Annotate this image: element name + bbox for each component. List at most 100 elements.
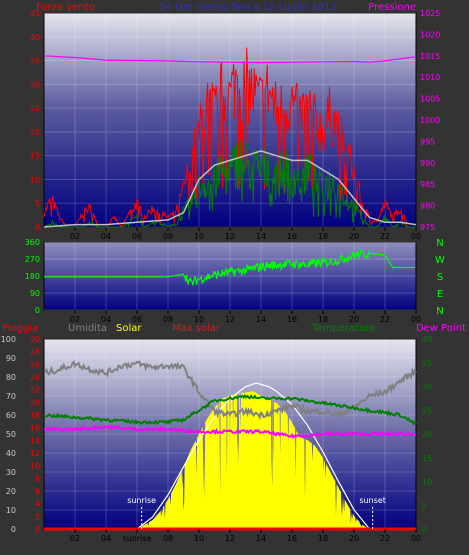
rain-y-tick-label: 10 [30, 462, 40, 471]
rain-y-tick-label: 14 [30, 436, 40, 445]
rain-y-tick-label: 0 [35, 525, 40, 534]
rain-y-tick-label: 22 [30, 386, 40, 395]
wind-chart-title: 24 Ore meteo fino a 12 Luglio 2013 [159, 2, 337, 13]
rain-y-tick-label: 18 [30, 411, 40, 420]
temperature-y-tick-label: 5 [422, 501, 427, 510]
pressure-line [43, 55, 417, 64]
pressure-y-tick-label: 1005 [420, 95, 440, 104]
sunset-label: sunset [359, 496, 386, 505]
solar-x-tick-label: 14 [256, 534, 266, 543]
wind-x-tick-label: 10 [194, 232, 204, 241]
compass-label: S [437, 272, 443, 283]
wind-y-tick-label: 10 [30, 175, 40, 184]
direction-y-tick-label: 180 [25, 272, 40, 281]
direction-x-tick-label: 06 [132, 315, 142, 324]
pressure-y-tick-label: 995 [420, 137, 435, 146]
temperature-y-tick-label: 10 [422, 478, 432, 487]
direction-y-tick-label: 0 [35, 306, 40, 315]
compass-label: W [435, 255, 445, 266]
wind-x-tick-label: 08 [163, 232, 173, 241]
pressure-y-tick-label: 1015 [420, 52, 440, 61]
temperature-line [43, 393, 417, 426]
direction-x-tick-label: 10 [194, 315, 204, 324]
pressure-y-tick-label: 990 [420, 159, 435, 168]
wind-y-tick-label: 25 [30, 104, 40, 113]
humidity-y-tick-label: 50 [6, 430, 16, 439]
direction-x-tick-label: 20 [349, 315, 359, 324]
temperature-y-tick-label: 15 [422, 454, 432, 463]
solar-x-tick-label: 16 [287, 534, 297, 543]
dew-point-line [44, 424, 417, 440]
pressure-y-tick-label: 1025 [420, 9, 440, 18]
humidity-y-tick-label: 60 [6, 411, 16, 420]
solar-x-tick-label: 02 [70, 534, 80, 543]
direction-x-tick-label: 02 [70, 315, 80, 324]
direction-x-tick-label: 18 [318, 315, 328, 324]
rain-y-tick-label: 30 [30, 335, 40, 344]
wind-x-tick-label: 00 [411, 232, 421, 241]
wind-y-tick-label: 40 [30, 33, 40, 42]
wind-y-tick-label: 0 [35, 223, 40, 232]
wind-y-tick-label: 30 [30, 80, 40, 89]
wind-x-tick-label: 20 [349, 232, 359, 241]
compass-label: N [436, 306, 443, 317]
wind-average-line [43, 150, 417, 228]
temperature-y-tick-label: 25 [422, 406, 432, 415]
rain-y-tick-label: 6 [35, 487, 40, 496]
sunrise-label: sunrise [127, 496, 156, 505]
solar-x-tick-label: 08 [163, 534, 173, 543]
solar-x-tick-label: 18 [318, 534, 328, 543]
wind-x-tick-label: 04 [101, 232, 111, 241]
solar-x-tick-label: 22 [380, 534, 390, 543]
solar-x-tick-label: 12 [225, 534, 235, 543]
humidity-y-tick-label: 0 [11, 525, 16, 534]
temperature-y-tick-label: 40 [422, 335, 432, 344]
humidity-line [43, 359, 417, 421]
rain-y-tick-label: 28 [30, 348, 40, 357]
solar-x-tick-label: 04 [101, 534, 111, 543]
rain-y-tick-label: 2 [35, 512, 40, 521]
pressure-y-tick-label: 1010 [420, 73, 440, 82]
direction-plot-area [43, 241, 417, 311]
rain-y-tick-label: 8 [35, 474, 40, 483]
rain-y-tick-label: 4 [35, 500, 40, 509]
humidity-y-tick-label: 20 [6, 487, 16, 496]
direction-x-tick-label: 14 [256, 315, 266, 324]
humidity-y-tick-label: 90 [6, 354, 16, 363]
direction-y-tick-label: 90 [30, 289, 40, 298]
wind-plot-area [43, 12, 417, 228]
rain-label: Pioggia [2, 323, 38, 334]
wind-right-label: Pressione [368, 2, 416, 13]
dew-point-label: Dew Point [416, 323, 466, 334]
direction-y-tick-label: 360 [25, 238, 40, 247]
direction-x-tick-label: 22 [380, 315, 390, 324]
pressure-y-tick-label: 1000 [420, 116, 440, 125]
max-solar-line [136, 382, 370, 530]
temperature-y-tick-label: 30 [422, 383, 432, 392]
rain-y-tick-label: 16 [30, 424, 40, 433]
solar-x-tick-label: 00 [411, 534, 421, 543]
wind-x-tick-label: 12 [225, 232, 235, 241]
wind-y-tick-label: 20 [30, 128, 40, 137]
pressure-y-tick-label: 985 [420, 180, 435, 189]
wind-direction-line [44, 248, 416, 286]
wind-y-tick-label: 35 [30, 57, 40, 66]
direction-x-tick-label: 04 [101, 315, 111, 324]
pressure-y-tick-label: 1020 [420, 30, 440, 39]
direction-x-tick-label: 08 [163, 315, 173, 324]
wind-x-tick-label: 06 [132, 232, 142, 241]
compass-label: N [436, 238, 443, 249]
rain-y-tick-label: 26 [30, 360, 40, 369]
wind-y-tick-label: 45 [30, 9, 40, 18]
solar-area [137, 391, 370, 529]
solar-x-tick-label: 20 [349, 534, 359, 543]
pressure-y-tick-label: 975 [420, 223, 435, 232]
wind-x-tick-label: 22 [380, 232, 390, 241]
humidity-y-tick-label: 40 [6, 449, 16, 458]
direction-y-tick-label: 270 [25, 255, 40, 264]
temperature-label: Temperatura [311, 323, 376, 334]
humidity-y-tick-label: 10 [6, 506, 16, 515]
pressure-y-tick-label: 980 [420, 202, 435, 211]
humidity-y-tick-label: 80 [6, 373, 16, 382]
